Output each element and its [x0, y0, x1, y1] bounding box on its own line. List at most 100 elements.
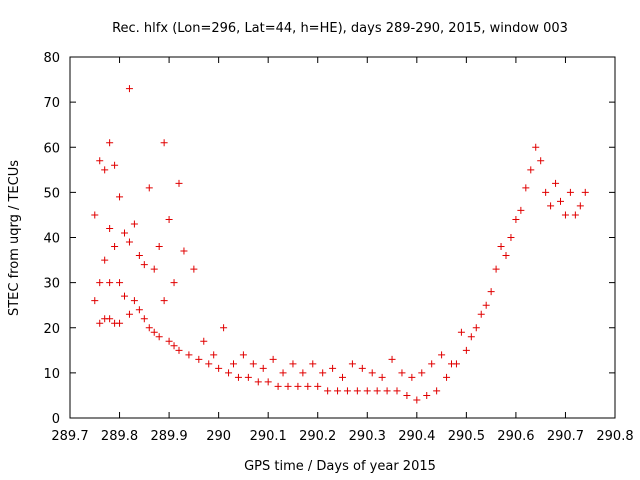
- data-point: [482, 301, 490, 309]
- data-point: [116, 193, 124, 201]
- y-tick-label: 40: [43, 232, 60, 247]
- data-point: [334, 387, 342, 395]
- data-point: [155, 333, 163, 341]
- data-point: [200, 337, 208, 345]
- data-point: [160, 139, 168, 147]
- data-point: [343, 387, 351, 395]
- data-point: [512, 215, 520, 223]
- data-point: [457, 328, 465, 336]
- data-point: [279, 369, 287, 377]
- data-point: [413, 396, 421, 404]
- data-point: [249, 360, 257, 368]
- data-point: [304, 382, 312, 390]
- data-point: [353, 387, 361, 395]
- data-point: [106, 279, 114, 287]
- data-point: [557, 197, 564, 205]
- y-tick-label: 10: [43, 367, 60, 382]
- data-point: [467, 333, 475, 341]
- data-point: [542, 188, 550, 196]
- data-point: [373, 387, 381, 395]
- data-point: [433, 387, 441, 395]
- data-point: [101, 166, 109, 174]
- x-tick-label: 290.2: [299, 429, 336, 444]
- data-point: [398, 369, 406, 377]
- data-point: [324, 387, 332, 395]
- data-point: [125, 85, 133, 93]
- data-point: [170, 279, 178, 287]
- data-point: [91, 297, 99, 305]
- data-point: [121, 292, 128, 300]
- data-point: [403, 391, 411, 399]
- data-point: [547, 202, 555, 210]
- data-point: [393, 387, 401, 395]
- data-point: [96, 157, 104, 165]
- data-point: [408, 373, 416, 381]
- data-point: [418, 369, 426, 377]
- data-point: [145, 324, 153, 332]
- data-point: [462, 346, 470, 354]
- data-point: [339, 373, 346, 381]
- data-point: [477, 310, 485, 318]
- data-point: [571, 211, 579, 219]
- data-point: [368, 369, 376, 377]
- data-point: [254, 378, 262, 386]
- data-point: [294, 382, 302, 390]
- data-point: [165, 215, 173, 223]
- data-point: [561, 211, 569, 219]
- y-tick-label: 20: [43, 322, 60, 337]
- data-point: [527, 166, 535, 174]
- data-point: [210, 351, 218, 359]
- data-point: [106, 224, 114, 232]
- data-point: [452, 360, 460, 368]
- x-tick-label: 290.6: [497, 429, 534, 444]
- data-point: [358, 364, 366, 372]
- data-point: [205, 360, 213, 368]
- data-point: [220, 324, 228, 332]
- y-tick-label: 0: [52, 412, 60, 427]
- x-tick-label: 290.8: [596, 429, 633, 444]
- data-point: [517, 206, 525, 214]
- x-tick-label: 290.1: [250, 429, 287, 444]
- data-point: [116, 279, 124, 287]
- data-point: [140, 315, 148, 323]
- data-point: [125, 310, 133, 318]
- data-point: [428, 360, 436, 368]
- data-point: [259, 364, 267, 372]
- x-tick-label: 290.7: [547, 429, 584, 444]
- data-point: [388, 355, 396, 363]
- data-point: [96, 319, 104, 327]
- data-point: [284, 382, 292, 390]
- y-tick-label: 30: [43, 277, 60, 292]
- data-point: [135, 252, 143, 260]
- x-axis-label: GPS time / Days of year 2015: [244, 459, 436, 474]
- x-tick-label: 290.3: [349, 429, 386, 444]
- data-point: [244, 373, 252, 381]
- plot-border: [69, 56, 616, 419]
- data-point: [130, 220, 138, 228]
- y-axis-label: STEC from uqrg / TECUs: [7, 160, 22, 316]
- data-point: [155, 243, 163, 251]
- x-tick-label: 289.7: [51, 429, 88, 444]
- data-point: [438, 351, 446, 359]
- plot-frame: [69, 56, 616, 419]
- y-tick-label: 60: [43, 141, 60, 156]
- data-point: [299, 369, 307, 377]
- x-tick-label: 290.4: [398, 429, 435, 444]
- data-point: [160, 297, 168, 305]
- data-point: [472, 324, 480, 332]
- data-point: [502, 252, 510, 260]
- y-tick-label: 80: [43, 51, 60, 66]
- data-point: [111, 243, 119, 251]
- data-point: [106, 139, 114, 147]
- x-tick-label: 290: [206, 429, 231, 444]
- x-tick-label: 289.9: [150, 429, 187, 444]
- data-point: [175, 346, 183, 354]
- data-point: [180, 247, 188, 255]
- data-point: [566, 188, 574, 196]
- x-axis: 289.7 289.8 289.9 290 290.1 290.2 290.3 290.4 29…: [51, 57, 634, 444]
- data-point: [116, 319, 124, 327]
- data-point: [576, 202, 584, 210]
- x-tick-label: 290.5: [448, 429, 485, 444]
- data-point: [230, 360, 237, 368]
